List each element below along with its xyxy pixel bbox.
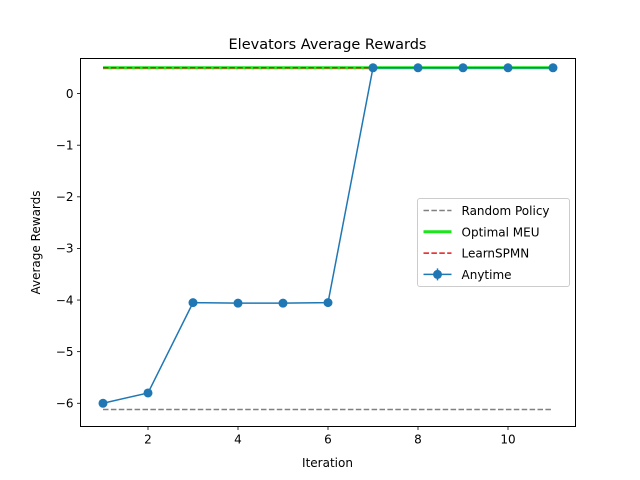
x-tick-label: 10 bbox=[500, 433, 515, 447]
data-point-anytime bbox=[98, 398, 108, 408]
x-tick-label: 6 bbox=[324, 433, 332, 447]
data-point-anytime bbox=[278, 298, 288, 308]
legend-box bbox=[417, 198, 570, 287]
data-point-anytime bbox=[413, 63, 423, 73]
legend-label-optimal-meu: Optimal MEU bbox=[462, 225, 540, 239]
plot-area bbox=[98, 63, 558, 411]
x-tick-label: 8 bbox=[414, 433, 422, 447]
chart-title: Elevators Average Rewards bbox=[229, 37, 427, 53]
x-axis-label: Iteration bbox=[302, 456, 353, 470]
data-point-anytime bbox=[368, 63, 378, 73]
data-point-anytime bbox=[233, 298, 243, 308]
y-tick-label: −3 bbox=[56, 242, 74, 256]
legend-label-anytime: Anytime bbox=[462, 268, 512, 282]
data-point-anytime bbox=[458, 63, 468, 73]
legend: Random Policy Optimal MEU LearnSPMN Anytime bbox=[417, 198, 570, 287]
y-tick-label: −5 bbox=[56, 345, 74, 359]
y-tick-label: 0 bbox=[66, 87, 74, 101]
x-tick-label: 4 bbox=[234, 433, 242, 447]
legend-label-random-policy: Random Policy bbox=[462, 204, 550, 218]
axes: 2 4 6 8 10 −6 −5 −4 −3 −2 −1 0 bbox=[56, 87, 516, 447]
y-tick-label: −2 bbox=[56, 190, 74, 204]
data-point-anytime bbox=[143, 388, 153, 398]
y-tick-label: −6 bbox=[56, 397, 74, 411]
y-axis-label: Average Rewards bbox=[29, 190, 43, 294]
legend-label-learnspmn: LearnSPMN bbox=[462, 247, 530, 261]
data-point-anytime bbox=[323, 298, 333, 308]
data-point-anytime bbox=[548, 63, 558, 73]
data-point-anytime bbox=[503, 63, 513, 73]
x-tick-label: 2 bbox=[144, 433, 152, 447]
y-tick-label: −1 bbox=[56, 139, 74, 153]
data-point-anytime bbox=[188, 298, 198, 308]
y-tick-label: −4 bbox=[56, 293, 74, 307]
